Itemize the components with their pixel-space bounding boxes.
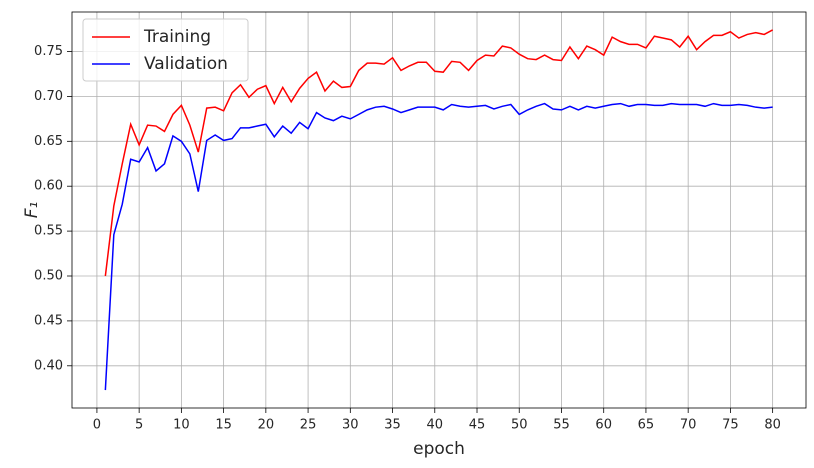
x-axis-label: epoch [413,439,465,459]
y-tick-label: 0.55 [34,224,63,239]
legend-box [82,18,249,82]
x-tick-label: 0 [93,418,101,433]
legend-label: Validation [144,54,228,74]
x-tick-label: 70 [680,418,697,433]
series-line [104,102,773,391]
x-tick-label: 10 [173,418,190,433]
y-tick-label: 0.70 [34,89,63,104]
y-tick-label: 0.40 [34,358,63,373]
series-line [104,29,773,277]
x-tick-label: 15 [215,418,232,433]
x-tick-label: 60 [595,418,612,433]
x-tick-label: 5 [135,418,143,433]
x-tick-label: 35 [384,418,401,433]
y-axis-label: F₁ [22,202,42,219]
y-tick-label: 0.75 [34,44,63,59]
y-tick-label: 0.45 [34,313,63,328]
x-tick-label: 65 [638,418,655,433]
plot-frame [71,11,807,409]
y-tick-label: 0.65 [34,134,63,149]
x-tick-label: 40 [427,418,444,433]
x-tick-label: 30 [342,418,359,433]
x-tick-label: 45 [469,418,486,433]
y-tick-label: 0.60 [34,179,63,194]
x-tick-label: 50 [511,418,528,433]
x-tick-label: 75 [722,418,739,433]
x-tick-label: 25 [300,418,317,433]
legend-label: Training [143,27,211,47]
x-tick-label: 20 [258,418,275,433]
x-tick-label: 80 [764,418,781,433]
x-tick-label: 55 [553,418,570,433]
y-tick-label: 0.50 [34,269,63,284]
